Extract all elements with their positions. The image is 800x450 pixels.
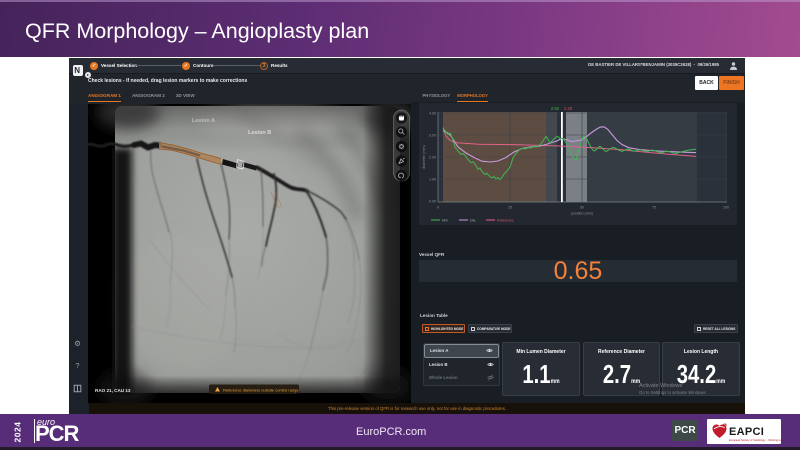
svg-text:position (mm): position (mm) — [571, 212, 593, 216]
svg-text:25: 25 — [508, 206, 512, 210]
svg-text:75: 75 — [652, 206, 656, 210]
svg-text:2.00: 2.00 — [429, 156, 436, 160]
svg-text:0: 0 — [437, 206, 439, 210]
svg-text:100: 100 — [723, 206, 729, 210]
svg-text:Min: Min — [442, 218, 448, 222]
svg-text:50: 50 — [580, 206, 584, 210]
svg-text:diameter (mm): diameter (mm) — [422, 145, 426, 168]
svg-text:RAO 21, CAU 13: RAO 21, CAU 13 — [95, 388, 131, 393]
svg-text:2.02: 2.02 — [551, 106, 560, 111]
svg-text:0.00: 0.00 — [429, 200, 436, 204]
svg-text:4.00: 4.00 — [429, 112, 436, 116]
svg-text:2.20: 2.20 — [564, 106, 573, 111]
svg-text:Dia: Dia — [470, 218, 475, 222]
svg-text:Reference: Reference — [497, 218, 514, 222]
svg-text:Reference diameters outside co: Reference diameters outside control rang… — [223, 387, 299, 392]
svg-text:1.00: 1.00 — [429, 178, 436, 182]
svg-text:3.00: 3.00 — [429, 134, 436, 138]
